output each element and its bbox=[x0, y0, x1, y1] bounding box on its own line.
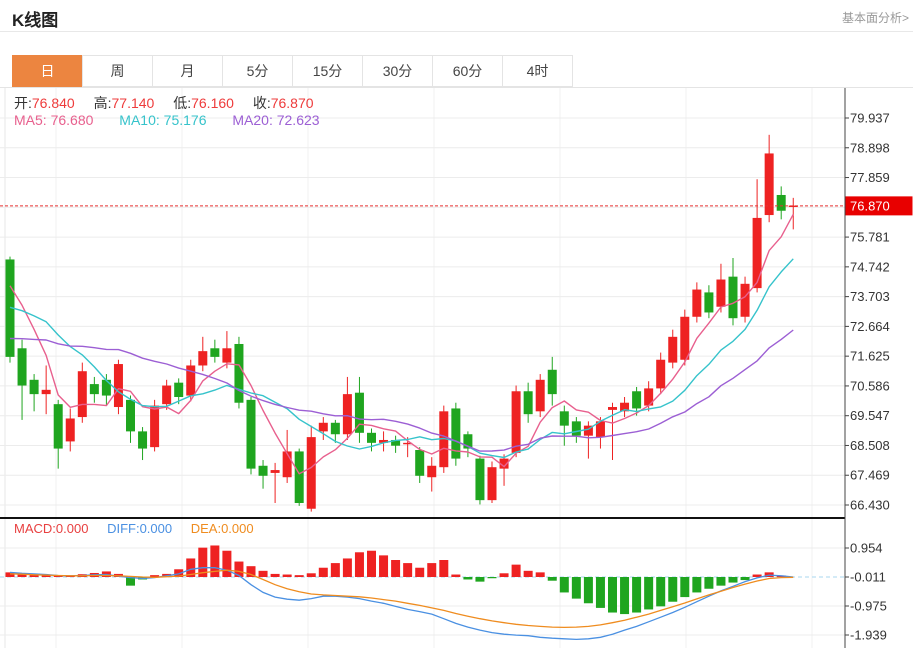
kline-macd-chart[interactable]: 79.937 78.898 77.859 75.781 74.742 73.703 72.6… bbox=[0, 88, 913, 648]
ohlc-readout: 开:76.840 高:77.140 低:76.160 收:76.870 bbox=[14, 93, 314, 113]
tab-30min[interactable]: 30分 bbox=[362, 55, 433, 87]
ma5-value: 76.680 bbox=[50, 112, 94, 128]
ma10-label: MA10: bbox=[119, 112, 160, 128]
macd-value: 0.000 bbox=[55, 521, 89, 536]
tab-week[interactable]: 周 bbox=[82, 55, 153, 87]
svg-text:77.859: 77.859 bbox=[850, 170, 890, 185]
ma-readout: MA5: 76.680 MA10: 75.176 MA20: 72.623 bbox=[14, 112, 320, 128]
svg-text:75.781: 75.781 bbox=[850, 230, 890, 245]
close-value: 76.870 bbox=[270, 95, 314, 111]
tab-month[interactable]: 月 bbox=[152, 55, 223, 87]
macd-label: MACD: bbox=[14, 521, 56, 536]
close-label: 收: bbox=[252, 95, 271, 111]
tab-15min[interactable]: 15分 bbox=[292, 55, 363, 87]
svg-text:73.703: 73.703 bbox=[850, 289, 890, 304]
svg-text:69.547: 69.547 bbox=[850, 408, 890, 423]
open-label: 开: bbox=[14, 95, 32, 111]
tab-day[interactable]: 日 bbox=[12, 55, 83, 87]
svg-text:72.664: 72.664 bbox=[850, 319, 890, 334]
ma20-value: 72.623 bbox=[276, 112, 320, 128]
svg-text:68.508: 68.508 bbox=[850, 438, 890, 453]
tab-60min[interactable]: 60分 bbox=[432, 55, 503, 87]
open-value: 76.840 bbox=[31, 95, 75, 111]
interval-tab-bar: 日周月 5分 15分 30分 60分 4时 bbox=[0, 55, 913, 88]
svg-text:-0.975: -0.975 bbox=[850, 599, 887, 614]
high-value: 77.140 bbox=[111, 95, 155, 111]
svg-text:74.742: 74.742 bbox=[850, 259, 890, 274]
tab-4hour[interactable]: 4时 bbox=[502, 55, 573, 87]
page-title: K线图 bbox=[12, 11, 59, 30]
low-value: 76.160 bbox=[191, 95, 234, 111]
tab-5min[interactable]: 5分 bbox=[222, 55, 293, 87]
svg-text:-0.011: -0.011 bbox=[850, 570, 886, 585]
svg-text:71.625: 71.625 bbox=[850, 349, 890, 364]
page-header: K线图 基本面分析> bbox=[0, 0, 913, 32]
svg-text:78.898: 78.898 bbox=[850, 140, 890, 155]
ma20-label: MA20: bbox=[232, 112, 273, 128]
svg-text:0.954: 0.954 bbox=[850, 541, 883, 556]
svg-text:66.430: 66.430 bbox=[850, 498, 890, 513]
dea-label: DEA: bbox=[190, 521, 222, 536]
macd-readout: MACD:0.000 DIFF:0.000 DEA:0.000 bbox=[14, 521, 254, 536]
svg-text:-1.939: -1.939 bbox=[850, 628, 887, 643]
ma5-label: MA5: bbox=[14, 112, 47, 128]
diff-label: DIFF: bbox=[107, 521, 140, 536]
ma10-value: 75.176 bbox=[163, 112, 207, 128]
svg-text:67.469: 67.469 bbox=[850, 468, 890, 483]
svg-text:79.937: 79.937 bbox=[850, 111, 890, 126]
svg-text:70.586: 70.586 bbox=[850, 378, 890, 393]
low-label: 低: bbox=[173, 95, 192, 111]
high-label: 高: bbox=[93, 95, 112, 111]
svg-text:76.870: 76.870 bbox=[850, 198, 890, 213]
dea-value: 0.000 bbox=[221, 521, 254, 536]
diff-value: 0.000 bbox=[139, 521, 173, 536]
fundamental-analysis-link[interactable]: 基本面分析> bbox=[841, 11, 909, 25]
